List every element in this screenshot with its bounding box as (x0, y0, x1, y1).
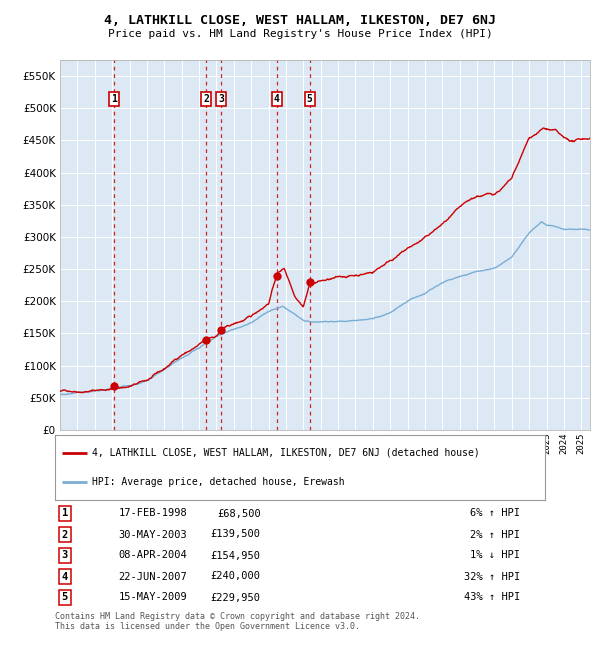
Text: 6% ↑ HPI: 6% ↑ HPI (470, 508, 521, 519)
Text: 3: 3 (62, 551, 68, 560)
Text: £229,950: £229,950 (211, 593, 261, 603)
Text: 1: 1 (62, 508, 68, 519)
Text: 15-MAY-2009: 15-MAY-2009 (119, 593, 187, 603)
Text: 17-FEB-1998: 17-FEB-1998 (119, 508, 187, 519)
Text: Price paid vs. HM Land Registry's House Price Index (HPI): Price paid vs. HM Land Registry's House … (107, 29, 493, 38)
Text: 22-JUN-2007: 22-JUN-2007 (119, 571, 187, 582)
Text: 5: 5 (307, 94, 313, 104)
Text: 30-MAY-2003: 30-MAY-2003 (119, 530, 187, 540)
Text: 43% ↑ HPI: 43% ↑ HPI (464, 593, 521, 603)
Text: 4: 4 (62, 571, 68, 582)
Text: 3: 3 (218, 94, 224, 104)
Text: £68,500: £68,500 (217, 508, 261, 519)
Text: £139,500: £139,500 (211, 530, 261, 540)
Text: Contains HM Land Registry data © Crown copyright and database right 2024.
This d: Contains HM Land Registry data © Crown c… (55, 612, 420, 631)
Text: 4: 4 (274, 94, 280, 104)
Text: £240,000: £240,000 (211, 571, 261, 582)
Text: £154,950: £154,950 (211, 551, 261, 560)
Text: 2% ↑ HPI: 2% ↑ HPI (470, 530, 521, 540)
Text: HPI: Average price, detached house, Erewash: HPI: Average price, detached house, Erew… (92, 478, 344, 488)
Text: 32% ↑ HPI: 32% ↑ HPI (464, 571, 521, 582)
Text: 2: 2 (203, 94, 209, 104)
Text: 08-APR-2004: 08-APR-2004 (119, 551, 187, 560)
Text: 4, LATHKILL CLOSE, WEST HALLAM, ILKESTON, DE7 6NJ: 4, LATHKILL CLOSE, WEST HALLAM, ILKESTON… (104, 14, 496, 27)
Text: 1: 1 (111, 94, 117, 104)
Text: 1% ↓ HPI: 1% ↓ HPI (470, 551, 521, 560)
Text: 4, LATHKILL CLOSE, WEST HALLAM, ILKESTON, DE7 6NJ (detached house): 4, LATHKILL CLOSE, WEST HALLAM, ILKESTON… (92, 448, 479, 458)
Text: 2: 2 (62, 530, 68, 540)
Text: 5: 5 (62, 593, 68, 603)
